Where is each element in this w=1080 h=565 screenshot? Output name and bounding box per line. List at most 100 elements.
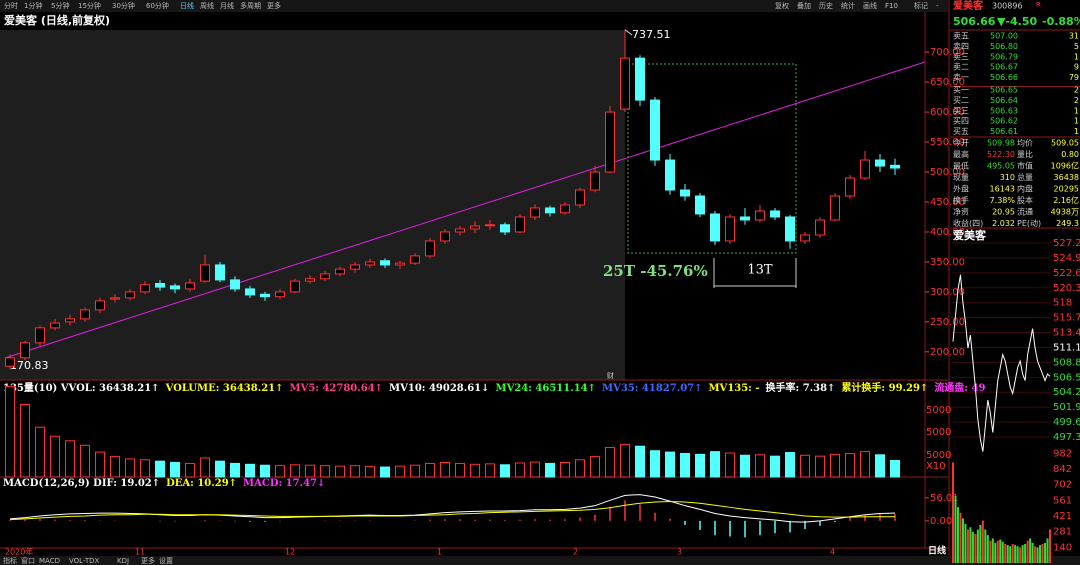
volume-bar — [500, 464, 510, 478]
candle-body — [140, 284, 150, 293]
y-tick-label: 501.9 — [1053, 402, 1080, 413]
stat-label: 今开 — [953, 138, 969, 148]
candle-body — [260, 293, 270, 298]
tool-button[interactable]: 统计 — [841, 1, 855, 10]
high-pointer — [624, 29, 633, 36]
volume-bar — [35, 426, 45, 478]
period-tab[interactable]: 1分钟 — [24, 1, 42, 10]
intraday-volume — [1024, 544, 1027, 563]
legend-item: MACD: 17.47↓ — [243, 478, 325, 489]
candle-body — [695, 195, 705, 215]
stat-value: 1096亿 — [1051, 161, 1079, 171]
y-tick-label: 520.3 — [1053, 283, 1080, 294]
volume-bar — [140, 459, 150, 478]
volume-bar — [260, 464, 270, 478]
candle-body — [200, 264, 210, 282]
period-tab[interactable]: 15分钟 — [78, 1, 101, 10]
tool-button[interactable]: 叠加 — [797, 1, 811, 10]
tool-button[interactable]: F10 — [885, 2, 898, 10]
y-tick-label: 350.00 — [930, 257, 965, 268]
y-tick-label: 200.00 — [930, 347, 965, 358]
volume-bar — [290, 464, 300, 478]
stat-value: 20.95 — [992, 208, 1015, 217]
volume-bar — [875, 454, 885, 478]
y-tick-label: 497.3 — [1053, 432, 1080, 443]
y-tick-label: 524.9 — [1053, 253, 1080, 264]
period-tab[interactable]: 日线 — [180, 1, 194, 10]
volume-bar — [425, 462, 435, 478]
volume-bar — [275, 465, 285, 478]
bottom-tab[interactable]: KDJ — [117, 557, 129, 565]
bottom-tab[interactable]: 设置 — [159, 556, 173, 565]
book-label: 买一 — [953, 86, 969, 95]
y-tick-label: 600.00 — [930, 107, 965, 118]
volume-bar — [50, 435, 60, 478]
period-label: 日线 — [928, 545, 946, 557]
legend-item: MV5: 42780.64↑ — [290, 383, 384, 394]
candle-body — [590, 171, 600, 191]
bottom-tab[interactable]: 更多 — [141, 556, 155, 565]
period-tab[interactable]: 60分钟 — [146, 1, 169, 10]
period-tab[interactable]: 月线 — [220, 1, 234, 10]
period-tab[interactable]: 多周期 — [240, 1, 261, 10]
book-price: 507.00 — [990, 32, 1018, 41]
candle-body — [530, 207, 540, 218]
y-tick-label: 982 — [1053, 448, 1072, 459]
candle-body — [890, 164, 900, 169]
volume-bar — [320, 465, 330, 478]
stat-label: 收益(四) — [953, 218, 983, 228]
volume-bar — [395, 465, 405, 478]
volume-bar — [620, 443, 630, 478]
intraday-volume — [979, 525, 982, 563]
trend-line — [4, 61, 926, 359]
legend-item: VOLUME: 36438.21↑ — [165, 383, 284, 394]
intraday-volume — [1004, 544, 1007, 563]
span-label: 13T — [747, 263, 773, 278]
candle-body — [485, 224, 495, 227]
bottom-tab[interactable]: 指标 — [3, 556, 17, 565]
tool-button[interactable]: - — [936, 2, 939, 10]
period-tab[interactable]: 分时 — [4, 1, 18, 10]
y-tick-label: 561 — [1053, 495, 1072, 506]
candle-body — [815, 219, 825, 236]
book-price: 506.64 — [990, 96, 1018, 105]
y-tick-label: 500.00 — [930, 167, 965, 178]
volume-bar — [155, 460, 165, 478]
candle-body — [635, 57, 645, 101]
stock-name: 爱美客 — [953, 0, 984, 12]
y-tick-label: 518 — [1053, 298, 1072, 309]
stat-value: 509.05 — [1051, 139, 1079, 148]
stat-value: 249.3 — [1056, 219, 1079, 228]
volume-axis-label: X10 — [926, 461, 946, 472]
volume-bar — [605, 447, 615, 478]
intraday-volume — [971, 531, 974, 563]
book-price: 506.63 — [990, 106, 1018, 115]
y-tick-label: 702 — [1053, 480, 1072, 491]
book-label: 卖三 — [953, 52, 969, 61]
candle-body — [830, 195, 840, 221]
tool-button[interactable]: 画线 — [863, 1, 877, 10]
candle-body — [215, 264, 225, 281]
period-tab[interactable]: 周线 — [200, 1, 214, 10]
book-price: 506.79 — [990, 52, 1018, 61]
bottom-tab[interactable]: 窗口 — [21, 556, 35, 565]
x-tick-label: 4 — [830, 548, 835, 557]
book-volume: 2 — [1074, 86, 1079, 95]
intraday-volume — [1001, 541, 1004, 563]
bottom-tab[interactable]: VOL-TDX — [69, 557, 100, 565]
stat-label: 量比 — [1017, 149, 1033, 159]
tool-button[interactable]: 历史 — [819, 1, 833, 10]
legend-item: 累计换手: 99.29↑ — [841, 381, 928, 394]
period-tab[interactable]: 更多 — [267, 1, 281, 10]
intraday-volume — [976, 529, 979, 563]
candle-body — [800, 234, 810, 242]
volume-bar — [470, 463, 480, 478]
intraday-volume — [1009, 546, 1012, 563]
tool-button[interactable]: 标记 — [914, 1, 928, 10]
volume-bar — [440, 462, 450, 478]
period-tab[interactable]: 5分钟 — [51, 1, 69, 10]
tool-button[interactable]: 复权 — [775, 1, 789, 10]
bottom-tab[interactable]: MACD — [39, 557, 60, 565]
period-tab[interactable]: 30分钟 — [112, 1, 135, 10]
volume-bar — [80, 444, 90, 478]
